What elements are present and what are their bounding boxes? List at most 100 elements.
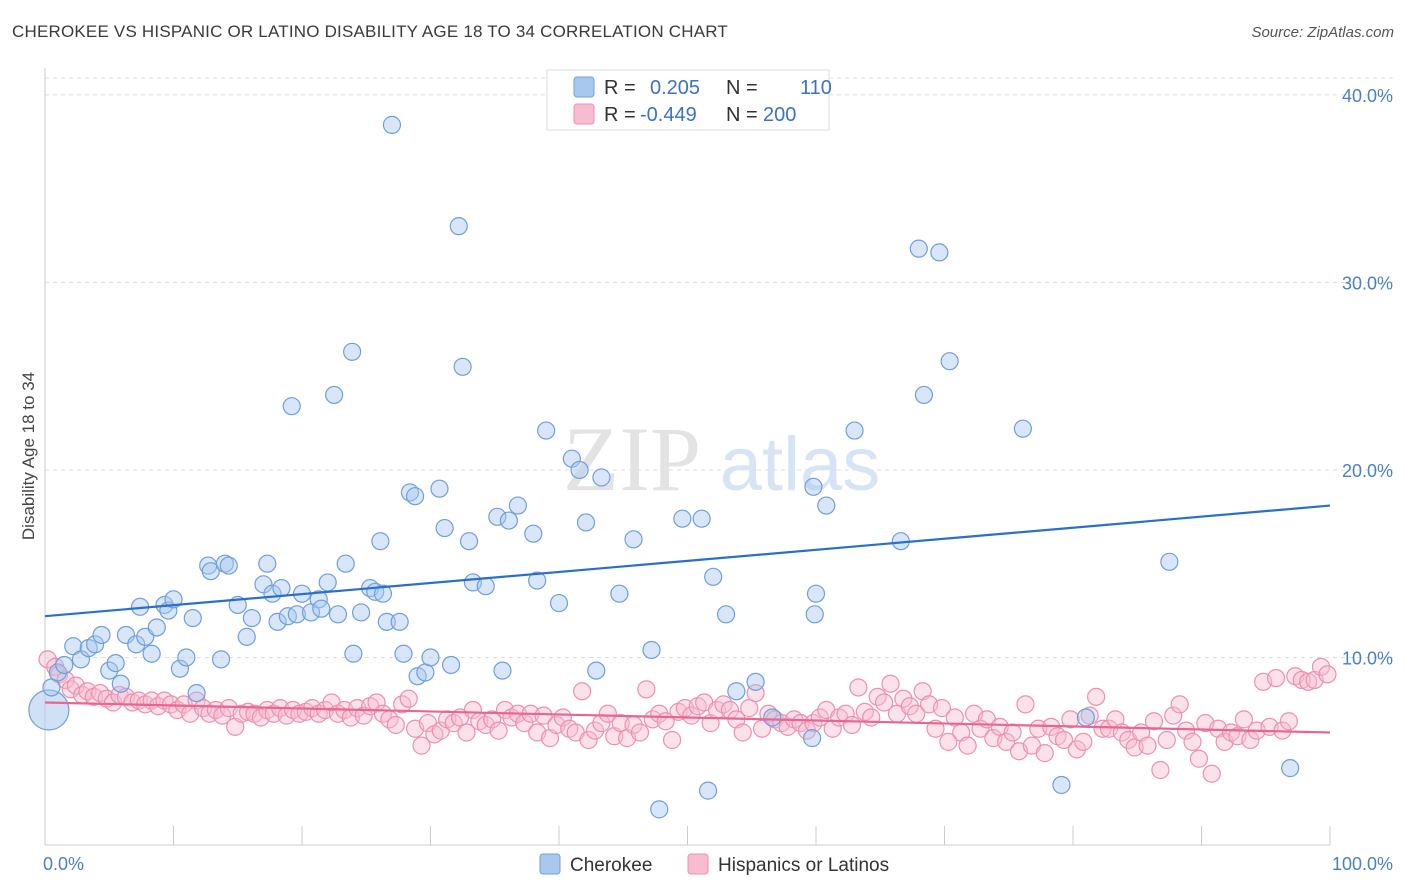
hispanic-point — [354, 706, 373, 725]
cherokee-point — [100, 661, 119, 680]
cherokee-point — [549, 593, 569, 613]
gridlines — [45, 77, 1395, 658]
cherokee-point — [219, 556, 238, 575]
cherokee-point — [624, 530, 643, 549]
hispanic-point — [1003, 723, 1022, 742]
cherokee-point — [343, 342, 362, 361]
cherokee-point — [106, 653, 125, 673]
stats-legend: R = 0.205 N = 110 R = -0.449 N = 200 — [546, 69, 832, 131]
y-axis-label: Disability Age 18 to 34 — [19, 372, 38, 540]
legend-n-value-2: 200 — [763, 104, 796, 126]
cherokee-point — [592, 468, 611, 487]
hispanic-point — [900, 697, 919, 716]
hispanic-point — [598, 704, 617, 723]
hispanic-point — [1151, 760, 1170, 780]
cherokee-point — [459, 532, 479, 551]
cherokee-point — [278, 607, 297, 626]
hispanic-point — [585, 721, 605, 740]
cherokee-point — [382, 115, 402, 134]
hispanic-point — [1087, 687, 1106, 706]
hispanic-point — [457, 723, 476, 742]
hispanic-point — [579, 730, 598, 750]
hispanic-point — [958, 736, 977, 755]
watermark-zip: ZIP — [563, 408, 701, 510]
cherokee-point — [524, 524, 543, 543]
hispanic-point — [1202, 764, 1221, 783]
cherokee-point — [704, 567, 723, 586]
hispanic-point — [894, 689, 913, 708]
hispanic-point — [386, 715, 405, 735]
y-tick-label-0: 10.0% — [1342, 648, 1393, 668]
hispanic-point — [849, 678, 868, 697]
cherokee-point — [909, 239, 928, 258]
hispanic-point — [66, 676, 85, 695]
hispanic-point — [1144, 712, 1164, 731]
hispanic-point — [1035, 744, 1054, 763]
cherokee-point — [537, 421, 556, 440]
cherokee-point — [390, 612, 409, 631]
cherokee-point — [1160, 552, 1179, 571]
cherokee-point — [435, 518, 454, 538]
hispanic-point — [573, 682, 592, 701]
legend-r-value-2: -0.449 — [640, 104, 697, 126]
hispanic-point — [1054, 730, 1074, 750]
legend-r-value-1: 0.205 — [650, 77, 700, 99]
cherokee-point — [476, 577, 495, 596]
cherokee-point — [1013, 419, 1032, 438]
legend-cherokee-label: Cherokee — [570, 855, 652, 876]
cherokee-point — [272, 578, 291, 598]
hispanic-point — [38, 650, 57, 669]
hispanic-point — [637, 680, 656, 699]
cherokee-point — [318, 573, 337, 592]
x-tick-label-0: 0.0% — [43, 854, 84, 874]
hispanic-point — [939, 732, 958, 751]
legend-r-label-2: R = — [604, 104, 636, 126]
cherokee-point — [430, 479, 449, 498]
cherokee-point — [147, 618, 166, 637]
cherokee-point — [421, 648, 440, 667]
cherokee-point — [570, 460, 589, 480]
hispanic-point — [1183, 732, 1202, 751]
cherokee-point — [453, 357, 472, 376]
hispanic-trendline — [44, 701, 1331, 734]
chart-title: CHEROKEE VS HISPANIC OR LATINO DISABILIT… — [12, 22, 728, 41]
hispanic-point — [842, 715, 862, 735]
cherokee-point — [394, 644, 413, 663]
cherokee-point — [1281, 759, 1300, 778]
cherokee-point — [268, 612, 287, 631]
cherokee-point — [914, 385, 934, 405]
cherokee-point — [508, 496, 527, 515]
hispanic-point — [740, 699, 759, 718]
hispanic-point — [1176, 721, 1196, 740]
hispanic-point — [1157, 730, 1176, 750]
hispanic-point — [862, 708, 881, 727]
hispanic-point — [926, 719, 945, 738]
hispanic-point — [881, 674, 900, 693]
cherokee-point — [804, 477, 823, 496]
tick-labels: 10.0% 20.0% 30.0% 40.0% 0.0% 100.0% — [43, 86, 1393, 874]
hispanic-point — [483, 710, 502, 729]
hispanic-point — [945, 708, 964, 727]
cherokee-point — [488, 507, 507, 526]
hispanic-point — [1164, 706, 1183, 725]
cherokee-point — [692, 509, 711, 528]
cherokee-point — [258, 554, 277, 573]
hispanic-point — [534, 706, 553, 725]
legend-hispanic-label: Hispanics or Latinos — [718, 855, 889, 876]
cherokee-point — [55, 655, 74, 675]
cherokee-point — [493, 661, 512, 680]
hispanic-point — [1234, 710, 1254, 729]
cherokee-point — [930, 243, 949, 262]
cherokee-point — [237, 627, 256, 646]
cherokee-point — [325, 385, 344, 405]
x-tick-label-1: 100.0% — [1332, 854, 1393, 874]
cherokee-point — [187, 684, 206, 703]
cherokee-point — [1052, 775, 1071, 795]
cherokee-point — [727, 682, 746, 701]
cherokee-point — [371, 532, 390, 551]
cherokee-point — [42, 678, 61, 697]
cherokee-point — [201, 562, 220, 581]
cherokee-point — [170, 659, 190, 678]
cherokee-point — [92, 625, 111, 645]
